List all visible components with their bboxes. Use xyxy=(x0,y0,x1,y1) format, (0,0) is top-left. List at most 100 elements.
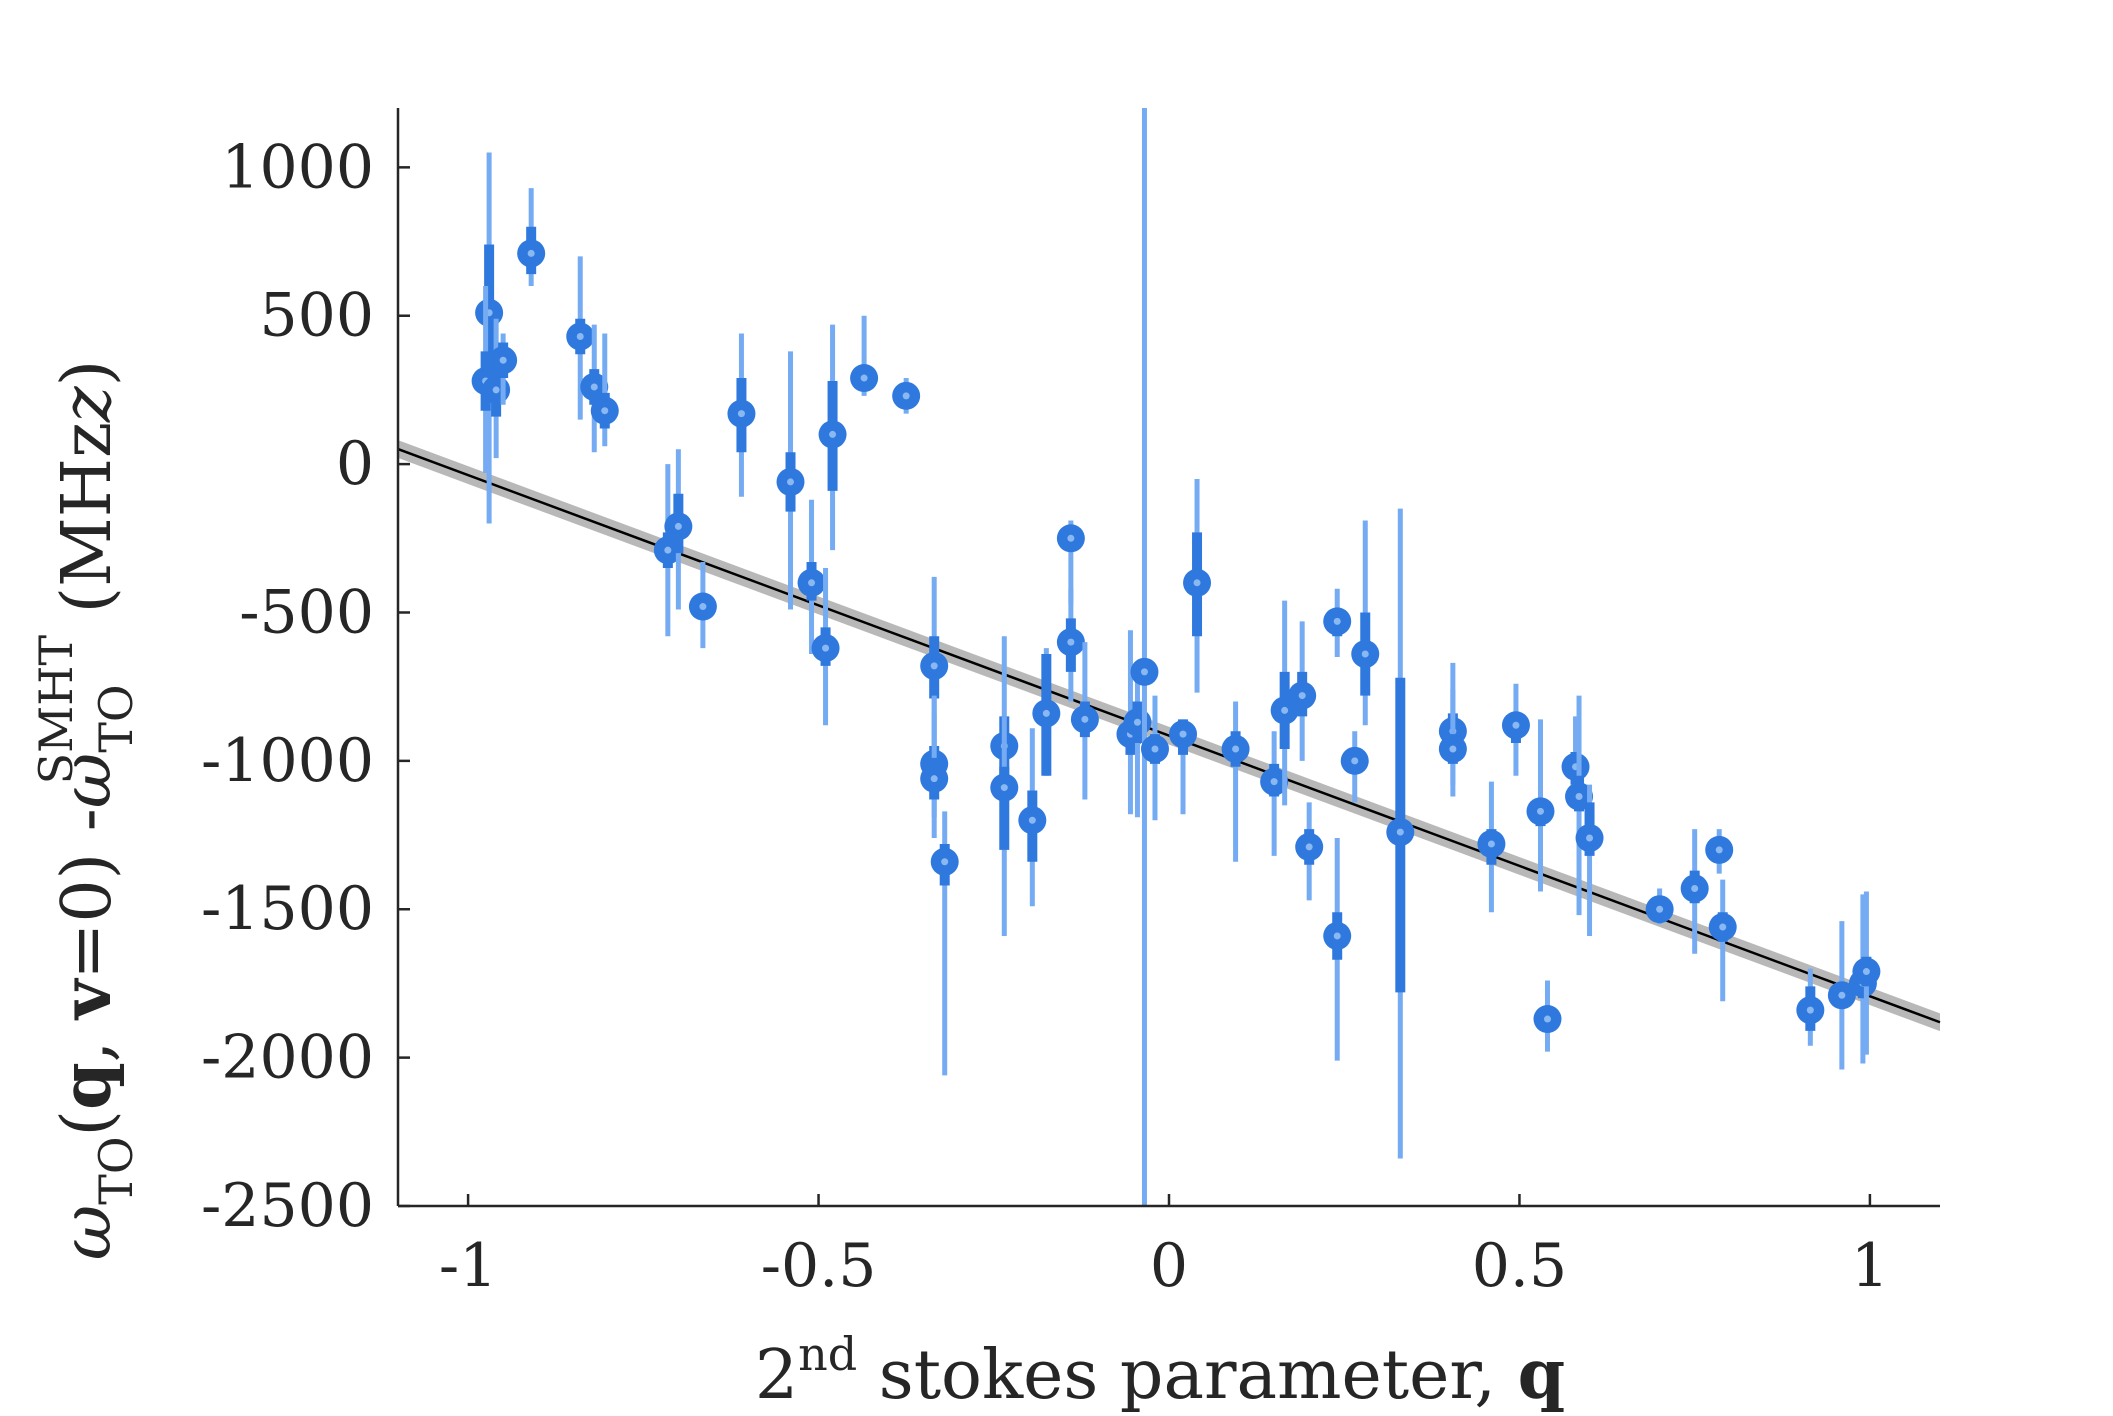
data-point-42 xyxy=(1323,838,1352,1061)
data-point-6 xyxy=(566,256,595,420)
marker-center xyxy=(737,410,745,418)
data-point-32 xyxy=(1130,108,1159,1206)
marker-center xyxy=(1133,718,1141,726)
marker-center xyxy=(1000,784,1008,792)
data-point-33 xyxy=(1140,695,1169,821)
marker-center xyxy=(1575,792,1583,800)
x-tick-label: 1 xyxy=(1851,1231,1889,1301)
marker-center xyxy=(590,383,598,391)
data-point-43 xyxy=(1340,731,1369,803)
marker-center xyxy=(1042,709,1050,717)
marker-center xyxy=(1067,638,1075,646)
points-layer xyxy=(471,108,1881,1206)
marker-center xyxy=(699,603,707,611)
marker-center xyxy=(1838,991,1846,999)
data-point-25 xyxy=(1018,728,1047,907)
marker-center xyxy=(664,546,672,554)
marker-center xyxy=(1140,668,1148,676)
data-point-60 xyxy=(1827,921,1856,1070)
marker-center xyxy=(1270,778,1278,786)
data-point-11 xyxy=(688,562,717,649)
marker-center xyxy=(787,478,795,486)
data-point-22 xyxy=(930,811,959,1076)
y-tick-label: 1000 xyxy=(221,132,374,202)
marker-center xyxy=(1232,745,1240,753)
data-point-5 xyxy=(517,188,546,287)
fit-layer xyxy=(397,440,1941,1032)
y-tick-label: 500 xyxy=(259,281,374,351)
x-tick-label: 0 xyxy=(1150,1231,1188,1301)
data-point-18 xyxy=(892,378,921,414)
marker-center xyxy=(1281,706,1289,714)
data-point-21 xyxy=(920,695,949,839)
data-point-57 xyxy=(1705,829,1734,874)
marker-center xyxy=(930,662,938,670)
marker-center xyxy=(1361,650,1369,658)
marker-center xyxy=(1719,923,1727,931)
marker-center xyxy=(1333,617,1341,625)
x-axis-title: 2nd stokes parameter, q xyxy=(755,1327,1565,1415)
marker-center xyxy=(1351,757,1359,765)
y-tick-label: -2500 xyxy=(201,1171,374,1241)
data-point-51 xyxy=(1533,980,1562,1052)
marker-center xyxy=(1656,905,1664,913)
data-point-45 xyxy=(1386,508,1415,1159)
marker-center xyxy=(860,374,868,382)
marker-center xyxy=(1396,828,1404,836)
marker-center xyxy=(492,386,500,394)
marker-center xyxy=(1081,715,1089,723)
marker-center xyxy=(1449,745,1457,753)
data-point-47 xyxy=(1438,689,1467,797)
marker-center xyxy=(930,775,938,783)
data-point-29 xyxy=(1070,642,1099,800)
marker-center xyxy=(1691,884,1699,892)
marker-center xyxy=(1151,745,1159,753)
data-point-56 xyxy=(1680,829,1709,954)
marker-center xyxy=(1536,807,1544,815)
marker-center xyxy=(1586,834,1594,842)
marker-center xyxy=(527,249,535,257)
marker-center xyxy=(941,858,949,866)
marker-center xyxy=(829,430,837,438)
data-point-59 xyxy=(1796,968,1825,1046)
marker-center xyxy=(1715,846,1723,854)
marker-center xyxy=(601,407,609,415)
x-tick-label: -1 xyxy=(439,1231,497,1301)
y-tick-label: -500 xyxy=(239,577,374,647)
y-axis-title: ωTO(q, v=0) -ωTOSMHT (MHzz) xyxy=(29,360,143,1261)
data-point-4 xyxy=(489,333,518,405)
marker-center xyxy=(1028,816,1036,824)
marker-center xyxy=(1298,692,1306,700)
data-point-48 xyxy=(1477,781,1506,913)
marker-center xyxy=(674,522,682,530)
data-point-41 xyxy=(1323,588,1352,657)
marker-center xyxy=(576,333,584,341)
data-point-50 xyxy=(1526,719,1555,892)
data-point-36 xyxy=(1221,701,1250,862)
data-point-1 xyxy=(475,152,504,524)
data-point-34 xyxy=(1169,719,1198,815)
marker-center xyxy=(1862,968,1870,976)
data-point-40 xyxy=(1295,802,1324,901)
data-point-37 xyxy=(1260,731,1289,856)
data-point-12 xyxy=(727,333,756,497)
data-point-49 xyxy=(1501,683,1530,776)
data-point-14 xyxy=(797,499,826,655)
data-point-13 xyxy=(776,351,805,610)
x-tick-label: 0.5 xyxy=(1472,1231,1567,1301)
marker-center xyxy=(822,644,830,652)
y-tick-label: -2000 xyxy=(201,1023,374,1093)
data-point-62 xyxy=(1852,891,1881,1055)
marker-center xyxy=(1543,1015,1551,1023)
data-point-10 xyxy=(664,449,693,610)
fit-line xyxy=(397,447,1941,1024)
data-point-55 xyxy=(1645,888,1674,925)
data-point-8 xyxy=(590,333,619,447)
y-tick-label: -1500 xyxy=(201,874,374,944)
marker-center xyxy=(902,392,910,400)
data-point-35 xyxy=(1183,478,1212,693)
marker-center xyxy=(1806,1006,1814,1014)
marker-center xyxy=(1512,721,1520,729)
axes-layer: -1 -0.5 0 0.5 1 1000 500 0 -500 -1000 -1500 -2000 -2… xyxy=(201,108,1940,1301)
